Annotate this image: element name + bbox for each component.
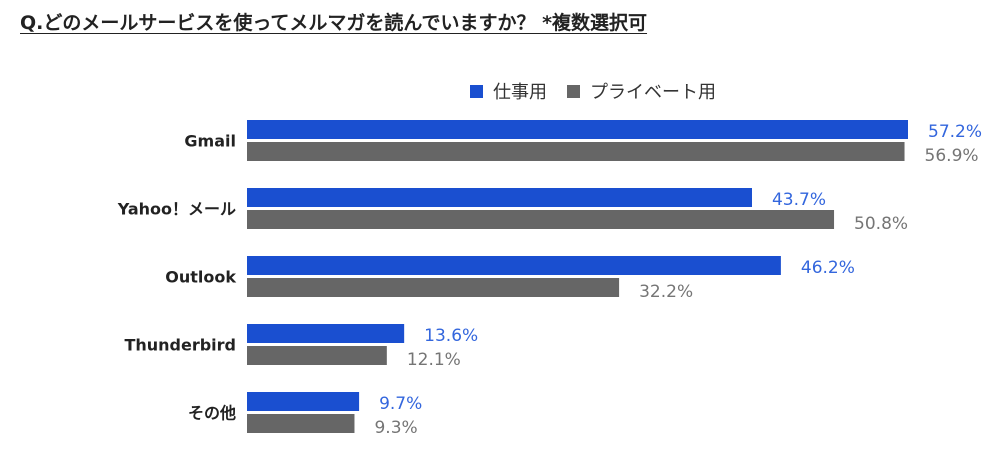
bar-work-outlook: [247, 256, 781, 275]
data-label-work-yahoo: 43.7%: [772, 190, 826, 210]
data-label-private-yahoo: 50.8%: [854, 214, 908, 234]
chart-title: Q.どのメールサービスを使ってメルマガを読んでいますか？ *複数選択可: [20, 12, 648, 34]
bar-private-item-4: [247, 414, 355, 433]
bar-work-thunderbird: [247, 324, 405, 343]
legend: 仕事用 プライベート用: [470, 78, 736, 104]
bar-private-thunderbird: [247, 346, 387, 365]
bar-private-outlook: [247, 278, 620, 297]
data-label-work-gmail: 57.2%: [928, 122, 982, 142]
category-label-outlook: Outlook: [165, 268, 236, 287]
data-label-private-gmail: 56.9%: [925, 146, 979, 166]
data-label-private-thunderbird: 12.1%: [407, 350, 461, 370]
bar-work-yahoo: [247, 188, 752, 207]
data-label-work-outlook: 46.2%: [801, 258, 855, 278]
legend-label-private: プライベート用: [590, 82, 716, 103]
category-label-yahoo: Yahoo！メール: [117, 200, 236, 219]
data-label-work-item-4: 9.7%: [379, 394, 422, 414]
data-label-private-item-4: 9.3%: [374, 418, 417, 438]
bar-work-gmail: [247, 120, 908, 139]
data-label-work-thunderbird: 13.6%: [424, 326, 478, 346]
bar-private-yahoo: [247, 210, 835, 229]
data-label-private-outlook: 32.2%: [639, 282, 693, 302]
legend-swatch-work: [470, 84, 483, 98]
legend-swatch-private: [567, 84, 580, 98]
legend-label-work: 仕事用: [493, 82, 547, 103]
bar-private-gmail: [247, 142, 905, 161]
category-label-gmail: Gmail: [184, 132, 236, 151]
legend-item-private: プライベート用: [567, 78, 716, 104]
category-label-item-4: その他: [188, 404, 236, 423]
category-label-thunderbird: Thunderbird: [124, 336, 236, 355]
legend-item-work: 仕事用: [470, 78, 547, 104]
bar-work-item-4: [247, 392, 360, 411]
